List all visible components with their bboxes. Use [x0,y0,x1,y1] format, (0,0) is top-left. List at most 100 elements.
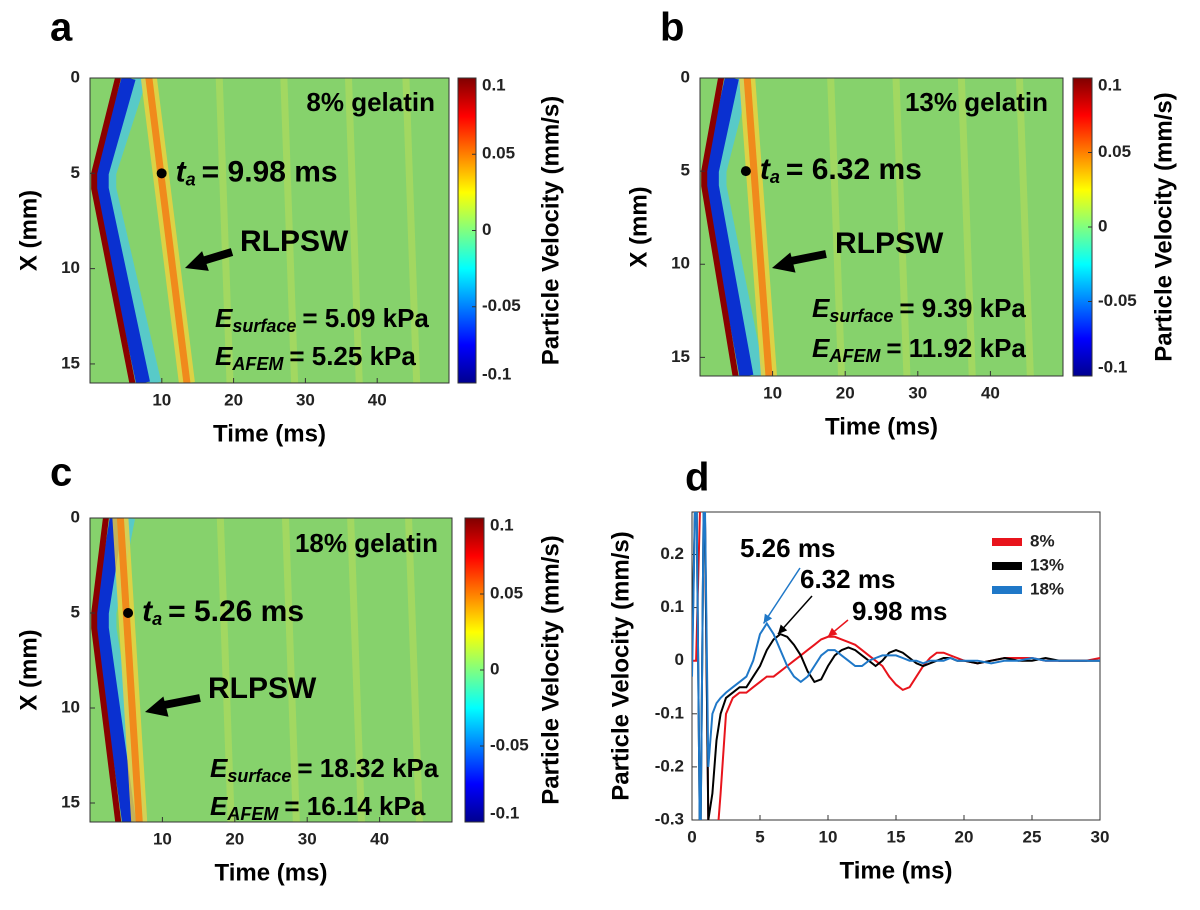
annotation: ta = 6.32 ms [760,153,922,187]
y-axis-label: Particle Velocity (mm/s) [607,531,634,800]
x-tick-label: 20 [224,390,243,409]
wave-arrow-head [145,696,169,717]
x-tick-label: 10 [153,829,172,848]
colorbar-label: Particle Velocity (mm/s) [537,535,564,804]
heatmap-image [90,78,449,383]
annotation: 5.26 ms [740,533,835,563]
wave-arrow [158,694,201,710]
heatmap-wave [94,78,150,383]
x-axis-label: Time (ms) [213,420,326,447]
annotation-arrow-head [827,627,838,637]
series-line [692,512,1100,820]
panel-letter: c [50,451,72,495]
y-tick-label: 0 [71,67,80,86]
wave-arrow [785,250,827,266]
wave-label: RLPSW [835,227,944,260]
subscript: AFEM [828,346,881,366]
y-tick-label: 10 [671,254,690,273]
annotation: ta = 5.26 ms [142,595,304,629]
symbol: E [812,333,830,363]
subscript: a [186,169,196,189]
y-tick-label: 10 [61,258,80,277]
arrival-point [123,608,134,618]
heatmap-wave [94,518,137,822]
annotation: 6.32 ms [800,564,895,594]
annotation: EAFEM = 5.25 kPa [215,341,416,374]
material: 18% gelatin [295,528,438,558]
plot-frame [89,77,450,384]
material: 8% gelatin [306,87,435,117]
legend-label: 8% [1030,531,1055,550]
x-tick-label: 20 [225,829,244,848]
heatmap-wave [91,78,136,383]
heatmap-wave [145,78,191,383]
wave-arrow-head [185,251,209,271]
y-tick-label: -0.3 [655,809,684,828]
x-tick-label: 30 [908,383,927,402]
symbol: t [142,595,154,628]
colorbar-tick-label: 0.05 [1098,142,1131,161]
x-tick-label: 30 [1091,827,1110,846]
wave-label: RLPSW [240,225,349,258]
y-tick-label: 0.2 [660,544,684,563]
symbol: E [215,341,233,371]
y-axis-label: X (mm) [15,629,42,710]
y-tick-label: 5 [681,161,690,180]
x-tick-label: 25 [1023,827,1042,846]
heatmap-image [700,78,1063,376]
annotation-text: = 6.32 ms [786,153,922,186]
annotation: ta = 9.98 ms [176,155,338,189]
colorbar-tick-label: 0 [1098,216,1107,235]
y-tick-label: 15 [61,792,80,811]
heatmap-stripe [957,78,976,376]
panel-letter: a [50,6,73,50]
colorbar-tick-label: -0.1 [490,803,519,822]
heatmap-stripe [827,78,846,376]
colorbar-tick-label: 0.1 [1098,75,1122,94]
x-tick-label: 40 [370,829,389,848]
colorbar-tick-label: -0.05 [482,296,521,315]
subscript: surface [232,316,296,336]
arrival-point [740,166,751,177]
lines [692,512,1100,820]
annotation: 9.98 ms [852,596,947,626]
y-tick-label: 10 [61,697,80,716]
y-tick-label: 0 [675,650,684,669]
annotation-arrow-head [777,624,788,635]
heatmap-wave [104,78,162,383]
annotation-text: = 9.98 ms [202,155,338,188]
heatmap-stripe [892,78,911,376]
heatmap-stripe [344,78,363,383]
y-tick-label: 5 [71,163,80,182]
annotation-arrow [762,567,801,624]
annotation-text: = 5.25 kPa [289,341,416,371]
annotation: EAFEM = 16.14 kPa [210,791,426,824]
colorbar-label: Particle Velocity (mm/s) [1150,92,1177,361]
plot-frame [89,517,453,823]
y-tick-label: -0.1 [655,703,684,722]
subscript: AFEM [226,804,279,824]
heatmap-stripe [405,518,423,822]
subscript: a [770,167,780,187]
heatmap-stripe [1015,78,1034,376]
symbol: t [760,153,772,186]
x-tick-label: 10 [763,383,782,402]
x-axis-label: Time (ms) [840,857,953,884]
annotation: EAFEM = 11.92 kPa [812,333,1026,366]
x-tick-label: 30 [298,829,317,848]
heatmap-wave [701,78,739,376]
subscript: surface [227,766,291,786]
colorbar-label: Particle Velocity (mm/s) [537,96,564,365]
heatmap-wave [714,78,765,376]
x-tick-label: 15 [887,827,906,846]
annotation-text: = 9.39 kPa [899,293,1026,323]
annotation-text: = 11.92 kPa [886,333,1026,363]
colorbar-tick-label: -0.05 [490,735,529,754]
annotation-arrow-head [763,613,773,624]
x-tick-label: 40 [981,383,1000,402]
wave-arrow-head [772,252,796,273]
legend-label: 13% [1030,555,1064,574]
annotation-text: = 5.09 kPa [302,303,429,333]
heatmap-wave [743,78,773,376]
